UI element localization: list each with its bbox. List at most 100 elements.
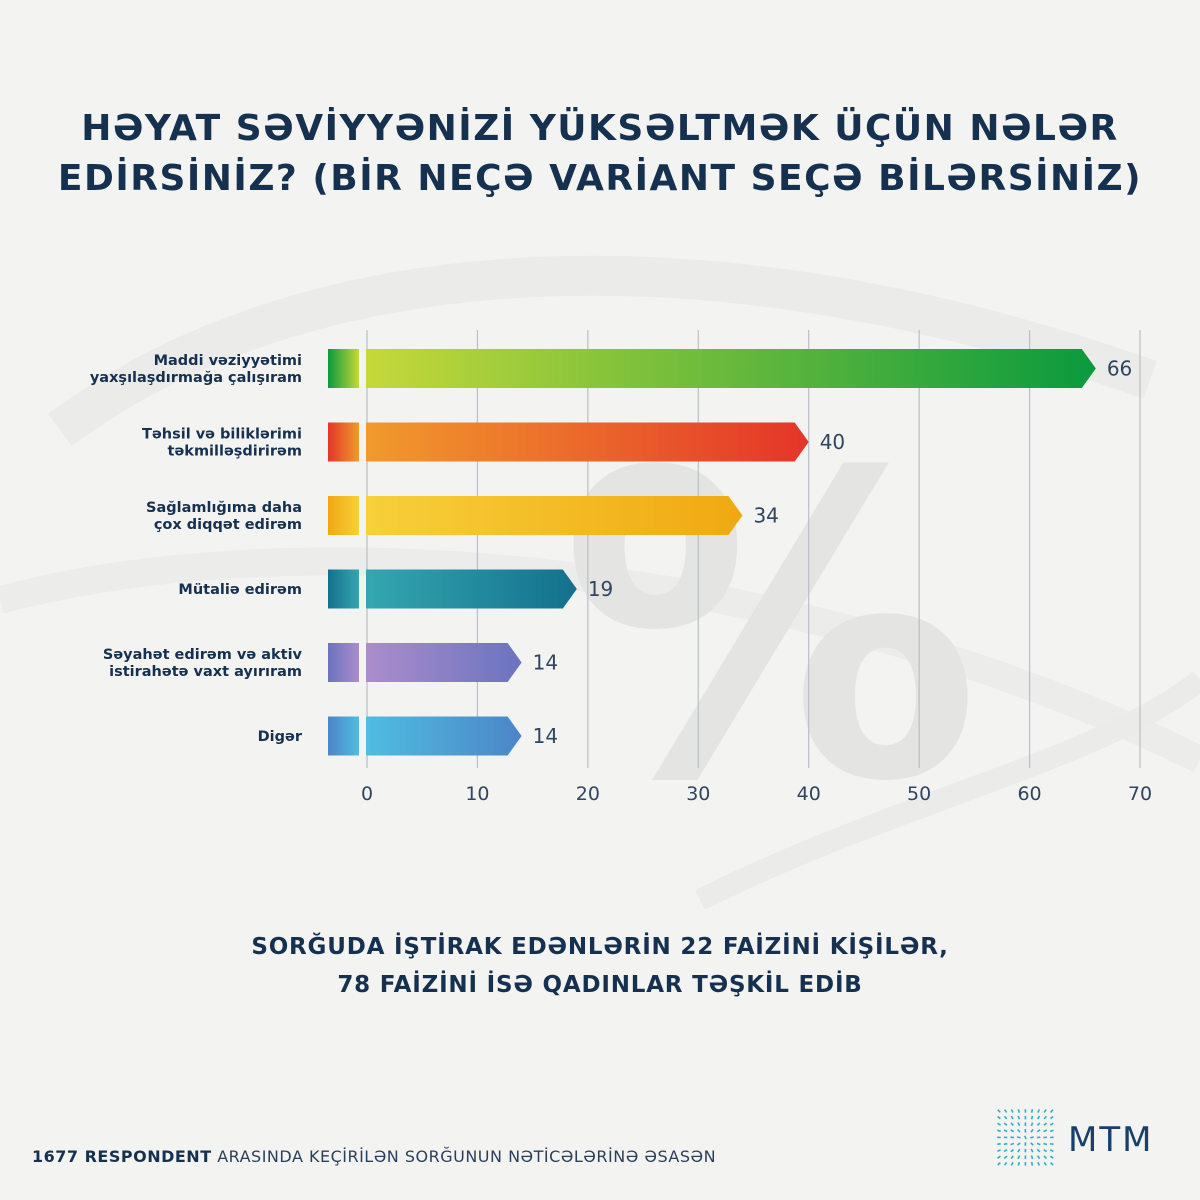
value-label-5: 14 <box>533 724 558 748</box>
logo-dash <box>1016 1142 1021 1146</box>
logo-dash <box>1017 1122 1021 1127</box>
footer-source: 1677 RESPONDENT ARASINDA KEÇİRİLƏN SORĞU… <box>32 1147 716 1166</box>
x-tick-label-40: 40 <box>797 783 821 805</box>
value-label-0: 66 <box>1107 357 1132 381</box>
logo-dash <box>997 1122 1001 1126</box>
bar-4 <box>366 643 522 682</box>
x-tick-label-30: 30 <box>686 783 710 805</box>
logo-dash <box>997 1162 1001 1166</box>
logo-dash <box>1043 1115 1047 1120</box>
logo-dash <box>997 1129 1001 1133</box>
logo-dash <box>1003 1129 1008 1133</box>
x-tick-label-10: 10 <box>465 783 489 805</box>
logo-dash <box>997 1149 1001 1153</box>
title-line-2: EDİRSİNİZ? (BİR NEÇƏ VARİANT SEÇƏ BİLƏRS… <box>57 158 1143 199</box>
logo-dash <box>1010 1115 1014 1120</box>
logo-dash <box>1010 1129 1015 1133</box>
logo-dash <box>1017 1115 1021 1120</box>
logo-dash <box>1003 1149 1008 1153</box>
category-label-0-0: Maddi vəziyyətimi <box>154 353 302 369</box>
logo-dash <box>1049 1142 1054 1146</box>
logo-dash <box>1017 1109 1021 1113</box>
bar-0 <box>366 349 1096 388</box>
logo-dash <box>1030 1128 1034 1133</box>
logo-dash <box>1030 1148 1034 1153</box>
value-label-3: 19 <box>588 577 613 601</box>
logo-dash <box>1024 1135 1027 1140</box>
logo-dash <box>1010 1109 1014 1113</box>
logo-dash <box>1030 1155 1034 1160</box>
logo-dash <box>1017 1161 1021 1166</box>
logo-dash <box>1010 1142 1015 1146</box>
footer-respondent-count: 1677 RESPONDENT <box>32 1147 212 1166</box>
logo-dash <box>997 1115 1001 1120</box>
logo-dash <box>1049 1129 1054 1133</box>
logo-dash <box>1003 1109 1008 1113</box>
logo-dash <box>1003 1115 1008 1120</box>
logo-dash <box>997 1142 1001 1146</box>
logo-dash <box>1036 1129 1041 1133</box>
survey-note-line-1: SORĞUDA İŞTİRAK EDƏNLƏRİN 22 FAİZİNİ KİŞ… <box>251 934 949 960</box>
logo-dash <box>1043 1161 1047 1166</box>
logo-dash <box>1010 1148 1015 1153</box>
logo-dash <box>1030 1161 1034 1166</box>
bar-stub-1 <box>328 422 359 462</box>
bar-stub-4 <box>328 643 359 682</box>
category-label-4-0: Səyahət edirəm və aktiv <box>103 647 303 663</box>
x-tick-label-20: 20 <box>576 783 600 805</box>
x-tick-label-70: 70 <box>1128 783 1152 805</box>
logo-dash <box>1010 1155 1014 1160</box>
x-tick-label-50: 50 <box>907 783 931 805</box>
logo-dash <box>1043 1149 1048 1153</box>
logo-dash <box>1043 1129 1048 1133</box>
mtm-logo: MTM <box>996 1108 1172 1172</box>
logo-dash <box>1003 1155 1008 1159</box>
category-label-4-1: istirahətə vaxt ayırıram <box>109 664 302 680</box>
logo-dash <box>1049 1122 1054 1126</box>
bar-2 <box>366 496 743 535</box>
logo-dash <box>1049 1149 1054 1153</box>
logo-dash <box>1037 1161 1041 1166</box>
logo-dash <box>1036 1122 1041 1127</box>
category-label-1-1: təkmilləşdirirəm <box>168 444 302 460</box>
logo-dash <box>1036 1142 1041 1146</box>
bar-stub-0 <box>328 349 359 388</box>
bar-stub-3 <box>328 569 359 609</box>
logo-dash <box>1049 1162 1054 1166</box>
logo-dash <box>1036 1148 1041 1153</box>
percent-watermark: % <box>560 385 981 874</box>
logo-dash <box>1049 1155 1054 1159</box>
survey-note-line-2: 78 FAİZİNİ İSƏ QADINLAR TƏŞKİL EDİB <box>337 972 863 998</box>
logo-dash <box>1003 1142 1008 1146</box>
category-label-1-0: Təhsil və biliklərimi <box>142 427 302 443</box>
bar-5 <box>366 716 522 756</box>
x-tick-label-0: 0 <box>361 783 373 805</box>
logo-dash <box>1049 1115 1054 1120</box>
logo-dash <box>1010 1122 1014 1127</box>
bar-stub-5 <box>328 716 359 756</box>
logo-dash <box>1043 1142 1048 1146</box>
category-label-2-0: Sağlamlığıma daha <box>146 500 302 516</box>
logo-dash <box>1050 1109 1054 1113</box>
title-line-1: HƏYAT SƏVİYYƏNİZİ YÜKSƏLTMƏK ÜÇÜN NƏLƏR <box>81 108 1119 149</box>
logo-dash <box>1037 1109 1041 1113</box>
category-label-5-0: Digər <box>258 729 303 745</box>
footer-source-text: ARASINDA KEÇİRİLƏN SORĞUNUN NƏTİCƏLƏRİNƏ… <box>211 1147 717 1166</box>
x-tick-label-60: 60 <box>1017 783 1041 805</box>
category-label-2-1: çox diqqət edirəm <box>154 517 302 533</box>
survey-note: SORĞUDA İŞTİRAK EDƏNLƏRİN 22 FAİZİNİ KİŞ… <box>0 928 1200 1004</box>
bar-3 <box>366 569 577 609</box>
value-label-2: 34 <box>753 504 778 528</box>
logo-dash <box>1017 1155 1021 1160</box>
page-title: HƏYAT SƏVİYYƏNİZİ YÜKSƏLTMƏK ÜÇÜN NƏLƏR … <box>0 104 1200 204</box>
logo-dash <box>1017 1128 1021 1133</box>
logo-dash <box>1016 1136 1021 1139</box>
logo-dash <box>1010 1161 1014 1166</box>
logo-dash <box>1030 1115 1034 1120</box>
logo-dash <box>1036 1155 1041 1160</box>
logo-dash <box>1030 1109 1034 1113</box>
bar-1 <box>366 422 809 462</box>
logo-dash <box>1030 1122 1034 1127</box>
category-label-0-1: yaxşılaşdırmağa çalışıram <box>90 370 302 386</box>
